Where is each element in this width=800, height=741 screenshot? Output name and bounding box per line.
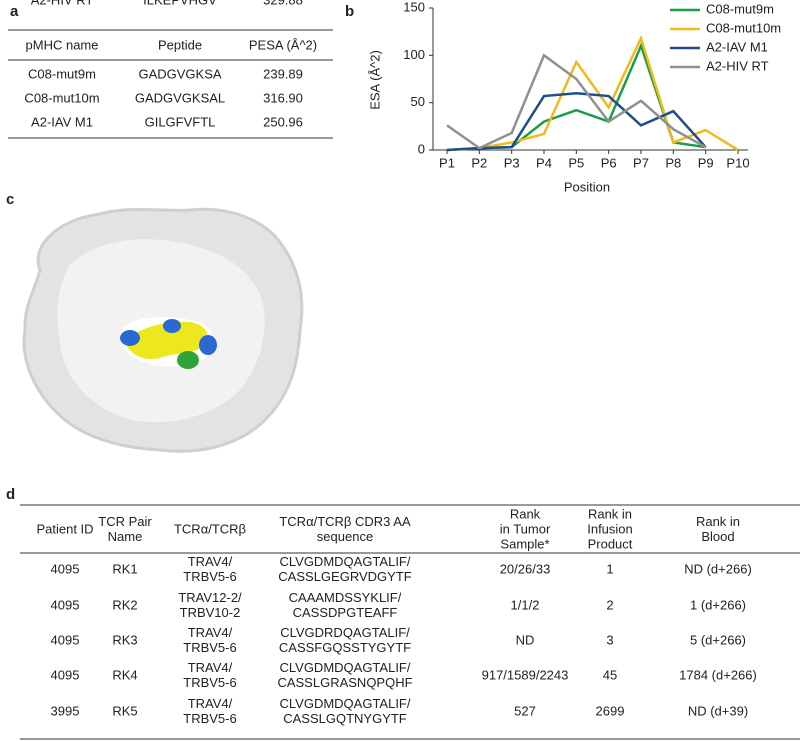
table-cell: RK3 bbox=[112, 632, 138, 648]
table-cell: RK4 bbox=[112, 667, 138, 683]
table-cell: TRAV4/ TRBV5-6 bbox=[183, 554, 237, 584]
legend-label: A2-HIV RT bbox=[706, 58, 769, 73]
table-cell: A2-HIV RT bbox=[30, 0, 94, 8]
line-chart: Position ESA (Å^2) 0 50 100 150 P1 P2 P3 P4 P5 P6… bbox=[367, 0, 781, 194]
legend-label: C08-mut10m bbox=[706, 20, 781, 35]
panel-label: b bbox=[345, 3, 354, 20]
x-tick-label: P2 bbox=[471, 155, 487, 170]
table-cell: 917/1589/2243 bbox=[481, 667, 569, 683]
table-cell: GADGVGKSAL bbox=[134, 90, 226, 106]
table-cell: CLVGDMDQAGTALIF/ CASSLGEGRVDGYTF bbox=[278, 554, 412, 584]
table-header-cell: Patient ID bbox=[36, 521, 94, 537]
table-cell: 1 bbox=[606, 561, 614, 577]
table-cell: 1/1/2 bbox=[510, 597, 540, 613]
table-cell: TRAV4/ TRBV5-6 bbox=[183, 696, 237, 726]
panel-label: a bbox=[10, 3, 19, 20]
table-cell: A2-IAV M1 bbox=[31, 114, 93, 130]
table-cell: CLVGDRDQAGTALIF/ CASSFGQSSTYGYTF bbox=[278, 625, 412, 655]
table-cell: 4095 bbox=[50, 597, 80, 613]
x-axis-label: Position bbox=[564, 179, 610, 194]
table-cell: 250.96 bbox=[263, 114, 303, 130]
table-cell: 20/26/33 bbox=[499, 561, 551, 577]
x-tick-label: P4 bbox=[536, 155, 552, 170]
x-tick-label: P10 bbox=[726, 155, 749, 170]
molecule-surface bbox=[22, 207, 304, 453]
series-line bbox=[446, 53, 707, 150]
table-cell: 1 (d+266) bbox=[689, 597, 747, 613]
table-header-cell: Rank in Tumor Sample* bbox=[499, 506, 551, 552]
legend-label: C08-mut9m bbox=[706, 1, 774, 16]
table-cell: CAAAMDSSYKLIF/ CASSDPGTEAFF bbox=[288, 590, 402, 620]
table-cell: 527 bbox=[514, 703, 536, 719]
table-cell: ND (d+266) bbox=[684, 561, 752, 577]
table-header-cell: TCRα/TCRβ bbox=[173, 521, 247, 537]
table-cell: CLVGDMDQAGTALIF/ CASSLGQTNYGYTF bbox=[279, 696, 411, 726]
table-header-cell: PESA (Å^2) bbox=[248, 37, 318, 53]
x-tick-label: P5 bbox=[568, 155, 584, 170]
x-tick-label: P8 bbox=[665, 155, 681, 170]
table-cell: RK1 bbox=[112, 561, 138, 577]
table-cell: TRAV4/ TRBV5-6 bbox=[183, 625, 237, 655]
table-cell: TRAV4/ TRBV5-6 bbox=[183, 660, 237, 690]
table-header-cell: Rank in Blood bbox=[695, 514, 741, 544]
table-header-cell: Peptide bbox=[157, 37, 203, 53]
table-cell: 4095 bbox=[50, 632, 80, 648]
table-cell: C08-mut10m bbox=[24, 90, 100, 106]
table-header-cell: TCR Pair Name bbox=[98, 514, 152, 544]
panel-label: d bbox=[6, 486, 15, 503]
table-cell: GILGFVFTL bbox=[144, 114, 216, 130]
table-cell: 316.90 bbox=[263, 90, 303, 106]
table-cell: TRAV12-2/ TRBV10-2 bbox=[178, 590, 242, 620]
table-cell: GADGVGKSA bbox=[138, 66, 222, 82]
x-tick-label: P6 bbox=[601, 155, 617, 170]
table-cell: 5 (d+266) bbox=[689, 632, 747, 648]
table-cell: 4095 bbox=[50, 561, 80, 577]
table-cell: C08-mut9m bbox=[28, 66, 96, 82]
table-cell: 3995 bbox=[50, 703, 80, 719]
table-cell: ILKEPVHGV bbox=[143, 0, 217, 8]
table-cell: 329.88 bbox=[263, 0, 303, 8]
table-cell: 2699 bbox=[595, 703, 625, 719]
y-tick-label: 100 bbox=[403, 47, 425, 62]
table-header-cell: TCRα/TCRβ CDR3 AA sequence bbox=[279, 514, 411, 544]
table-cell: 239.89 bbox=[263, 66, 303, 82]
table-cell: 1784 (d+266) bbox=[679, 667, 757, 683]
table-cell: 4095 bbox=[50, 667, 80, 683]
table-cell: RK2 bbox=[112, 597, 138, 613]
series-line bbox=[446, 91, 707, 152]
table-cell: CLVGDMDQAGTALIF/ CASSLGRASNQPQHF bbox=[277, 660, 413, 690]
y-tick-label: 150 bbox=[403, 0, 425, 14]
table-cell: 2 bbox=[606, 597, 614, 613]
table-cell: ND (d+39) bbox=[687, 703, 749, 719]
x-tick-label: P3 bbox=[504, 155, 520, 170]
table-header-cell: pMHC name bbox=[25, 37, 99, 53]
x-tick-label: P7 bbox=[633, 155, 649, 170]
x-tick-label: P9 bbox=[698, 155, 714, 170]
table-header-cell: Rank in Infusion Product bbox=[587, 506, 633, 552]
x-tick-label: P1 bbox=[439, 155, 455, 170]
table-cell: RK5 bbox=[112, 703, 138, 719]
table-cell: ND bbox=[515, 632, 535, 648]
series-line bbox=[446, 34, 739, 152]
y-tick-label: 0 bbox=[418, 141, 425, 156]
y-axis-label: ESA (Å^2) bbox=[367, 50, 382, 110]
table-cell: 3 bbox=[606, 632, 614, 648]
legend-label: A2-IAV M1 bbox=[706, 39, 768, 54]
y-tick-label: 50 bbox=[411, 94, 425, 109]
panel-label: c bbox=[6, 191, 14, 208]
table-cell: 45 bbox=[602, 667, 618, 683]
